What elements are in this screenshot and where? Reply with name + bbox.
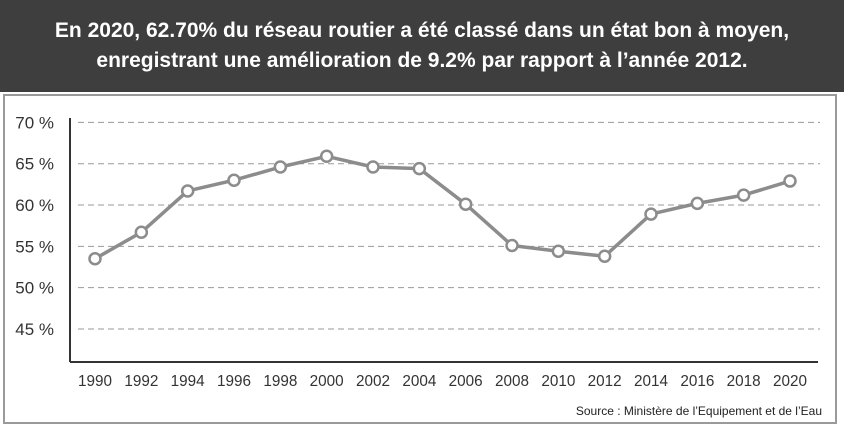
data-point bbox=[412, 161, 427, 176]
data-point bbox=[597, 249, 612, 263]
y-tick-labels: 45 % 50 % 55 % 60 % 65 % 70 % bbox=[15, 113, 54, 339]
source-note: Source : Ministère de l’Equipement et de… bbox=[575, 404, 822, 418]
data-point bbox=[273, 160, 288, 174]
x-tick-label: 2014 bbox=[634, 373, 668, 390]
data-point bbox=[366, 160, 380, 174]
data-point bbox=[690, 196, 705, 211]
y-tick-label: 70 % bbox=[15, 113, 54, 132]
x-tick-label: 1998 bbox=[263, 373, 297, 390]
y-tick-label: 60 % bbox=[15, 196, 54, 215]
chart-header: En 2020, 62.70% du réseau routier a été … bbox=[0, 0, 844, 92]
x-tick-label: 1992 bbox=[124, 373, 158, 390]
x-tick-label: 2004 bbox=[402, 373, 436, 390]
x-tick-label: 2006 bbox=[449, 373, 483, 390]
data-point bbox=[458, 197, 473, 211]
axes bbox=[69, 118, 818, 363]
x-tick-label: 2010 bbox=[541, 373, 575, 390]
chart-panel bbox=[3, 94, 837, 424]
data-point bbox=[227, 173, 241, 187]
y-tick-label: 65 % bbox=[15, 155, 54, 174]
data-point bbox=[644, 207, 658, 221]
x-tick-label: 2002 bbox=[356, 373, 390, 390]
x-tick-label: 2000 bbox=[310, 373, 344, 390]
x-tick-label: 2012 bbox=[588, 373, 622, 390]
data-point bbox=[319, 149, 334, 164]
x-tick-label: 2018 bbox=[727, 373, 761, 390]
series-line bbox=[94, 154, 791, 261]
y-tick-label: 55 % bbox=[15, 237, 54, 256]
x-tick-label: 1994 bbox=[171, 373, 205, 390]
header-line-1: En 2020, 62.70% du réseau routier a été … bbox=[54, 19, 790, 42]
header-line-2: enregistrant une amélioration de 9.2% pa… bbox=[96, 49, 748, 72]
data-point bbox=[783, 174, 797, 188]
x-tick-label: 2016 bbox=[680, 373, 714, 390]
data-point bbox=[134, 225, 149, 240]
y-tick-label: 45 % bbox=[15, 320, 54, 339]
y-tick-label: 50 % bbox=[15, 279, 54, 298]
data-point bbox=[88, 251, 102, 266]
data-point bbox=[180, 184, 195, 198]
data-point bbox=[736, 188, 751, 202]
gridlines bbox=[78, 121, 820, 330]
x-tick-label: 1990 bbox=[78, 373, 112, 390]
x-tick-label: 2008 bbox=[495, 373, 529, 390]
x-tick-labels: 1990 1992 1994 1996 1998 2000 2002 2004 2006 2008… bbox=[78, 373, 807, 390]
data-point bbox=[551, 244, 566, 259]
series-line-path bbox=[94, 154, 791, 261]
data-points bbox=[88, 149, 797, 266]
x-tick-label: 2020 bbox=[773, 373, 807, 390]
data-point bbox=[505, 238, 519, 253]
x-tick-label: 1996 bbox=[217, 373, 251, 390]
